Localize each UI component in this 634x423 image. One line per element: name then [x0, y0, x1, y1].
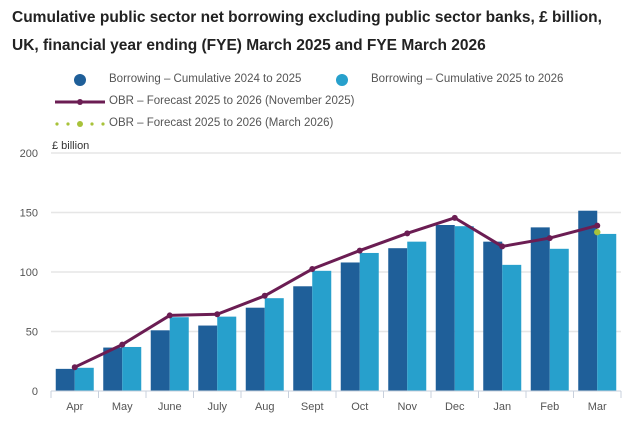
x-tick-label: Feb [540, 401, 559, 413]
obr-march-point[interactable] [594, 228, 601, 236]
obr-november-point[interactable] [451, 214, 458, 221]
bar-2025-2026[interactable] [169, 317, 189, 391]
legend-label: Borrowing – Cumulative 2025 to 2026 [371, 73, 564, 85]
x-tick-label: June [158, 401, 182, 413]
obr-november-point[interactable] [594, 222, 601, 229]
y-tick-label: 50 [26, 327, 38, 339]
bar-2025-2026[interactable] [312, 270, 332, 391]
x-tick-label: July [207, 401, 227, 413]
bar-2024-2025[interactable] [388, 248, 408, 391]
bar-2025-2026[interactable] [264, 298, 284, 391]
x-tick-label: Nov [397, 401, 417, 413]
bar-2025-2026[interactable] [122, 346, 142, 391]
bar-2025-2026[interactable] [217, 316, 237, 391]
obr-november-point[interactable] [119, 341, 126, 348]
y-tick-label: 150 [20, 208, 38, 220]
x-tick-label: Oct [351, 401, 368, 413]
bar-2024-2025[interactable] [435, 224, 455, 391]
x-tick-label: Aug [255, 401, 275, 413]
bar-2025-2026[interactable] [454, 226, 474, 391]
x-tick-label: Jan [493, 401, 511, 413]
bar-2025-2026[interactable] [407, 241, 427, 391]
obr-november-point[interactable] [404, 230, 411, 237]
y-axis-unit-label: £ billion [52, 140, 90, 152]
bar-2024-2025[interactable] [150, 330, 170, 391]
bar-2024-2025[interactable] [483, 241, 503, 391]
bar-2025-2026[interactable] [549, 248, 569, 391]
legend-label: Borrowing – Cumulative 2024 to 2025 [109, 73, 302, 85]
bar-2024-2025[interactable] [530, 227, 550, 391]
legend-dot-icon [336, 74, 348, 86]
x-tick-label: May [112, 401, 133, 413]
line-marker-icon [55, 99, 105, 105]
bar-2024-2025[interactable] [55, 368, 75, 391]
y-tick-label: 200 [20, 148, 38, 160]
legend-label: OBR – Forecast 2025 to 2026 (November 20… [109, 95, 355, 107]
obr-november-point[interactable] [214, 311, 221, 318]
bar-2025-2026[interactable] [359, 252, 379, 391]
chart-title: Cumulative public sector net borrowing e… [12, 9, 602, 54]
x-tick-label: Dec [445, 401, 465, 413]
obr-november-point[interactable] [309, 266, 316, 273]
dotted-marker-icon [55, 121, 105, 127]
obr-november-point[interactable] [261, 292, 268, 299]
bar-2025-2026[interactable] [74, 367, 94, 391]
obr-november-point[interactable] [356, 247, 363, 254]
x-tick-label: Apr [66, 401, 83, 413]
bar-2025-2026[interactable] [502, 264, 522, 391]
obr-november-point[interactable] [71, 364, 78, 371]
y-tick-label: 100 [20, 267, 38, 279]
bar-2025-2026[interactable] [597, 233, 617, 391]
bar-2024-2025[interactable] [578, 210, 598, 391]
legend-dot-icon [74, 74, 86, 86]
obr-november-point[interactable] [499, 243, 506, 250]
obr-november-line[interactable] [74, 216, 598, 369]
obr-november-point[interactable] [166, 312, 173, 319]
obr-november-point[interactable] [546, 235, 553, 242]
bar-2024-2025[interactable] [293, 286, 313, 391]
x-tick-label: Mar [588, 401, 607, 413]
bar-2024-2025[interactable] [198, 325, 218, 391]
legend-label: OBR – Forecast 2025 to 2026 (March 2026) [109, 117, 334, 129]
y-tick-label: 0 [32, 386, 38, 398]
bar-2024-2025[interactable] [103, 347, 123, 391]
bar-2024-2025[interactable] [340, 262, 360, 391]
x-tick-label: Sept [301, 401, 324, 413]
bar-2024-2025[interactable] [245, 307, 265, 391]
